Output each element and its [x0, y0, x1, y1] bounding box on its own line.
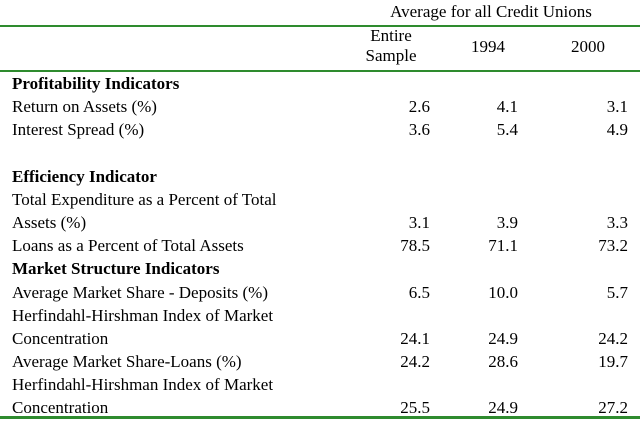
column-header-entire-sample: Entire Sample	[362, 26, 420, 66]
cell-value: 28.6	[488, 352, 518, 372]
cell-value: 4.9	[606, 120, 628, 140]
cell-value: 24.2	[400, 352, 430, 372]
table-row: Concentration 24.1 24.9 24.2	[0, 327, 640, 350]
table-row: Average Market Share-Loans (%) 24.2 28.6 19…	[0, 350, 640, 373]
row-label: Return on Assets (%)	[12, 97, 157, 117]
cell-value: 4.1	[496, 97, 518, 117]
row-label: Concentration	[12, 328, 109, 348]
section-heading: Efficiency Indicator	[12, 166, 157, 186]
row-label: Concentration	[12, 398, 109, 418]
column-header-1994: 1994	[471, 37, 505, 56]
table-row: Herfindahl-Hirshman Index of Market	[0, 373, 640, 396]
cell-value: 19.7	[598, 352, 628, 372]
cell-value: 3.3	[606, 212, 628, 232]
section-heading-row: Profitability Indicators	[0, 72, 640, 95]
cell-value: 24.1	[400, 328, 430, 348]
cell-value: 3.1	[408, 212, 430, 232]
section-heading-row: Market Structure Indicators	[0, 257, 640, 280]
row-label: Herfindahl-Hirshman Index of Market	[12, 305, 274, 325]
cell-value: 24.9	[488, 328, 518, 348]
section-heading-row: Efficiency Indicator	[0, 165, 640, 188]
cell-value: 3.9	[496, 212, 518, 232]
row-label: Herfindahl-Hirshman Index of Market	[12, 375, 274, 395]
row-label: Loans as a Percent of Total Assets	[12, 236, 244, 256]
table-body: Profitability Indicators Return on Assets…	[0, 72, 640, 420]
table-row: Total Expenditure as a Percent of Total	[0, 188, 640, 211]
cell-value: 25.5	[400, 398, 430, 418]
top-rule	[0, 25, 640, 27]
column-group-title: Average for all Credit Unions	[390, 2, 592, 21]
cell-value: 3.1	[606, 97, 628, 117]
table-row: Interest Spread (%) 3.6 5.4 4.9	[0, 118, 640, 141]
row-label: Assets (%)	[12, 212, 87, 232]
row-label: Interest Spread (%)	[12, 120, 145, 140]
cell-value: 24.9	[488, 398, 518, 418]
row-label: Total Expenditure as a Percent of Total	[12, 189, 277, 209]
table-row: Herfindahl-Hirshman Index of Market	[0, 304, 640, 327]
row-label: Average Market Share-Loans (%)	[12, 352, 242, 372]
column-header-entire-sample-line1: Entire	[370, 26, 412, 45]
cell-value: 6.5	[408, 282, 430, 302]
cell-value: 5.7	[606, 282, 628, 302]
header-rule	[0, 70, 640, 72]
table-row: Concentration 25.5 24.9 27.2	[0, 396, 640, 419]
cell-value: 2.6	[408, 97, 430, 117]
row-label: Average Market Share - Deposits (%)	[12, 282, 269, 302]
cell-value: 73.2	[598, 236, 628, 256]
cell-value: 24.2	[598, 328, 628, 348]
column-header-entire-sample-line2: Sample	[365, 46, 417, 65]
cell-value: 10.0	[488, 282, 518, 302]
spacer-row	[0, 142, 640, 165]
table-row: Return on Assets (%) 2.6 4.1 3.1	[0, 95, 640, 118]
column-header-2000: 2000	[571, 37, 605, 56]
table-row: Loans as a Percent of Total Assets 78.5 71…	[0, 234, 640, 257]
cell-value: 27.2	[598, 398, 628, 418]
cell-value: 3.6	[408, 120, 430, 140]
section-heading: Profitability Indicators	[12, 74, 180, 93]
cell-value: 5.4	[496, 120, 518, 140]
section-heading: Market Structure Indicators	[12, 259, 220, 279]
bottom-rule	[0, 416, 640, 419]
table-row: Average Market Share - Deposits (%) 6.5 10…	[0, 281, 640, 304]
cell-value: 78.5	[400, 236, 430, 256]
cell-value: 71.1	[488, 236, 518, 256]
table-row: Assets (%) 3.1 3.9 3.3	[0, 211, 640, 234]
